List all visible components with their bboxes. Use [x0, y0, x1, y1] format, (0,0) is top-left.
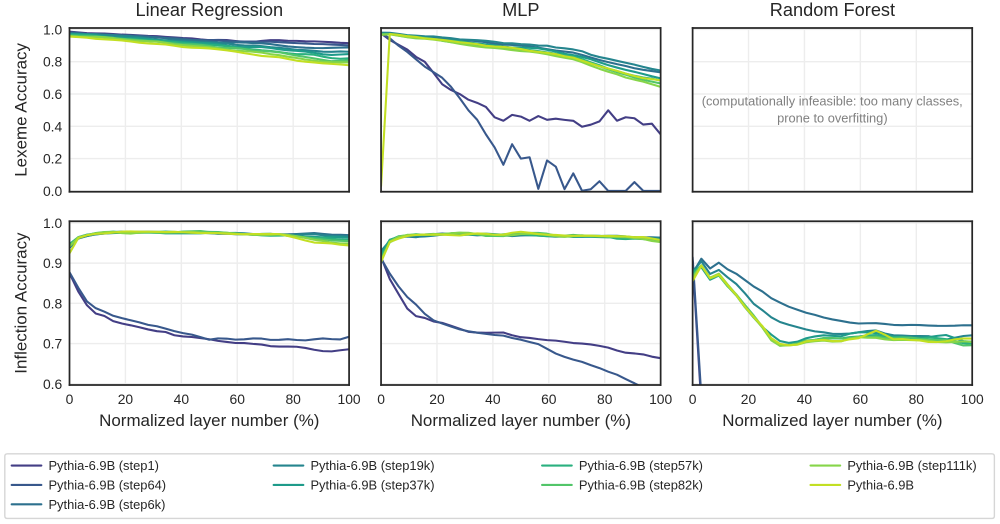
- svg-text:100: 100: [649, 391, 672, 407]
- svg-text:Pythia-6.9B (step37k): Pythia-6.9B (step37k): [310, 477, 434, 492]
- svg-text:1.0: 1.0: [43, 21, 63, 37]
- svg-text:40: 40: [797, 391, 813, 407]
- svg-text:Pythia-6.9B (step19k): Pythia-6.9B (step19k): [310, 458, 434, 473]
- svg-text:40: 40: [174, 391, 190, 407]
- svg-text:Inflection Accuracy: Inflection Accuracy: [11, 232, 30, 374]
- svg-text:Pythia-6.9B (step1): Pythia-6.9B (step1): [48, 458, 158, 473]
- svg-text:60: 60: [230, 391, 246, 407]
- svg-text:Normalized layer number (%): Normalized layer number (%): [99, 411, 319, 430]
- svg-text:0.9: 0.9: [43, 255, 63, 271]
- svg-text:0.8: 0.8: [43, 295, 63, 311]
- svg-text:0.4: 0.4: [43, 118, 63, 134]
- svg-text:Lexeme Accuracy: Lexeme Accuracy: [11, 43, 30, 177]
- svg-text:0: 0: [377, 391, 385, 407]
- svg-text:0.6: 0.6: [43, 86, 63, 102]
- svg-text:80: 80: [597, 391, 613, 407]
- svg-text:Normalized layer number (%): Normalized layer number (%): [722, 411, 942, 430]
- svg-text:Pythia-6.9B (step82k): Pythia-6.9B (step82k): [579, 477, 703, 492]
- svg-text:0: 0: [66, 391, 74, 407]
- svg-text:0.7: 0.7: [43, 336, 63, 352]
- svg-text:MLP: MLP: [502, 0, 539, 20]
- svg-text:Normalized layer number (%): Normalized layer number (%): [411, 411, 631, 430]
- svg-text:80: 80: [285, 391, 301, 407]
- svg-text:0: 0: [689, 391, 697, 407]
- svg-text:20: 20: [741, 391, 757, 407]
- svg-text:Pythia-6.9B (step6k): Pythia-6.9B (step6k): [48, 497, 165, 512]
- svg-text:prone to overfitting): prone to overfitting): [777, 110, 888, 125]
- svg-text:0.6: 0.6: [43, 376, 63, 392]
- svg-text:60: 60: [853, 391, 869, 407]
- svg-text:(computationally infeasible: t: (computationally infeasible: too many cl…: [702, 93, 963, 108]
- svg-text:Linear Regression: Linear Regression: [135, 0, 283, 20]
- svg-text:0.8: 0.8: [43, 54, 63, 70]
- svg-text:Pythia-6.9B (step57k): Pythia-6.9B (step57k): [579, 458, 703, 473]
- svg-text:0.2: 0.2: [43, 151, 63, 167]
- svg-text:40: 40: [485, 391, 501, 407]
- svg-text:80: 80: [909, 391, 925, 407]
- svg-text:Pythia-6.9B (step64): Pythia-6.9B (step64): [48, 477, 166, 492]
- svg-text:Pythia-6.9B (step111k): Pythia-6.9B (step111k): [847, 458, 987, 473]
- svg-text:Pythia-6.9B: Pythia-6.9B: [847, 477, 914, 492]
- svg-text:Random Forest: Random Forest: [770, 0, 895, 20]
- svg-text:20: 20: [118, 391, 134, 407]
- svg-text:0.0: 0.0: [43, 183, 63, 199]
- svg-text:100: 100: [338, 391, 361, 407]
- svg-text:1.0: 1.0: [43, 215, 63, 231]
- svg-text:60: 60: [541, 391, 557, 407]
- svg-text:100: 100: [961, 391, 984, 407]
- svg-text:20: 20: [429, 391, 445, 407]
